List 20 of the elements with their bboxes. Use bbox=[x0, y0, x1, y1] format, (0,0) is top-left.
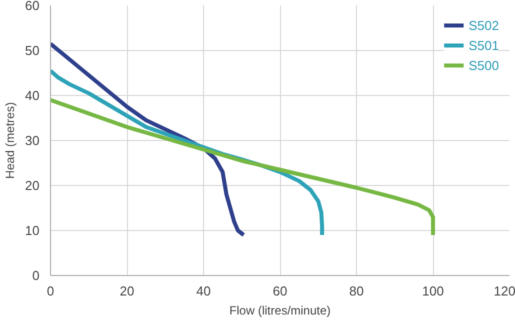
y-tick-label: 40 bbox=[25, 88, 40, 103]
x-tick-label: 120 bbox=[494, 284, 515, 298]
y-axis-title: Head (metres) bbox=[3, 102, 18, 179]
x-tick-label: 40 bbox=[196, 284, 211, 298]
x-tick-label: 0 bbox=[46, 284, 54, 298]
line-series bbox=[50, 98, 435, 237]
y-tick-label: 10 bbox=[25, 223, 40, 238]
y-tick-label: 0 bbox=[32, 268, 40, 283]
y-tick-label: 60 bbox=[25, 0, 40, 13]
y-tick-label: 30 bbox=[25, 133, 40, 148]
y-tick-label: 20 bbox=[25, 178, 40, 193]
x-tick-label: 80 bbox=[349, 284, 364, 298]
legend-label: S500 bbox=[468, 58, 499, 72]
x-tick-label: 60 bbox=[272, 284, 288, 298]
x-tick-label: 20 bbox=[120, 284, 134, 298]
x-tick-label: 100 bbox=[422, 284, 444, 298]
y-tick-label: 50 bbox=[25, 43, 40, 58]
legend-label: S501 bbox=[468, 38, 499, 52]
x-axis-title: Flow (litres/minute) bbox=[229, 304, 331, 318]
legend-label: S502 bbox=[468, 18, 499, 32]
